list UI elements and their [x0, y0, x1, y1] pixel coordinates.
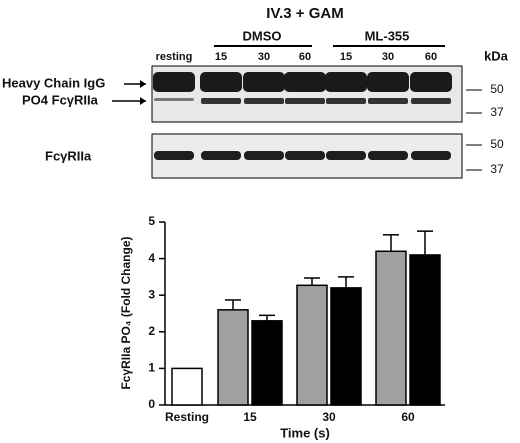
lane-label: 30 — [258, 51, 270, 63]
band — [243, 72, 285, 92]
y-tick-label: 3 — [148, 287, 155, 301]
band — [326, 98, 366, 104]
band-label: FcγRIIa — [45, 148, 92, 163]
band — [153, 72, 195, 92]
y-axis-label: FcγRIIa PO₄ (Fold Change) — [119, 236, 133, 389]
band-label: PO4 FcγRIIa — [22, 92, 99, 107]
band — [325, 72, 367, 92]
marker-label: 37 — [490, 105, 504, 119]
x-tick-label: Resting — [165, 410, 209, 424]
band — [285, 98, 325, 104]
y-tick-label: 5 — [148, 214, 155, 228]
arrow-head — [140, 80, 146, 88]
bar — [330, 287, 362, 406]
band — [367, 72, 409, 92]
blot-title: IV.3 + GAM — [266, 5, 343, 22]
bar — [296, 284, 328, 406]
band — [411, 151, 451, 160]
group-label: DMSO — [243, 28, 282, 43]
band — [368, 151, 408, 160]
bar — [375, 250, 407, 406]
band-label: Heavy Chain IgG — [2, 75, 105, 90]
marker-label: 50 — [490, 137, 504, 151]
marker-label: 37 — [490, 162, 504, 176]
band — [200, 72, 242, 92]
band — [244, 151, 284, 160]
band — [411, 98, 451, 104]
lane-label: 30 — [382, 51, 394, 63]
band — [201, 98, 241, 104]
x-tick-label: 15 — [243, 410, 257, 424]
lane-label: 60 — [299, 51, 311, 63]
band — [326, 151, 366, 160]
y-tick-label: 2 — [148, 324, 155, 338]
x-tick-label: 30 — [322, 410, 336, 424]
group-label: ML-355 — [365, 28, 410, 43]
y-tick-label: 4 — [148, 251, 155, 265]
band — [368, 98, 408, 104]
band — [201, 151, 241, 160]
lane-label: 60 — [425, 51, 437, 63]
bar — [217, 309, 249, 406]
lane-label: 15 — [340, 51, 352, 63]
y-tick-label: 1 — [148, 361, 155, 375]
band — [244, 98, 284, 104]
arrow-head — [140, 97, 146, 105]
x-tick-label: 60 — [401, 410, 415, 424]
lane-label: 15 — [215, 51, 227, 63]
unit-label: kDa — [484, 48, 509, 63]
y-tick-label: 0 — [148, 397, 155, 411]
band — [154, 98, 194, 101]
bar — [171, 367, 203, 406]
band — [410, 72, 452, 92]
band — [154, 151, 194, 160]
lane-label: resting — [156, 51, 193, 63]
bar — [251, 320, 283, 406]
bar — [409, 254, 441, 406]
band — [285, 151, 325, 160]
marker-label: 50 — [490, 82, 504, 96]
band — [284, 72, 326, 92]
x-axis-label: Time (s) — [280, 425, 330, 440]
